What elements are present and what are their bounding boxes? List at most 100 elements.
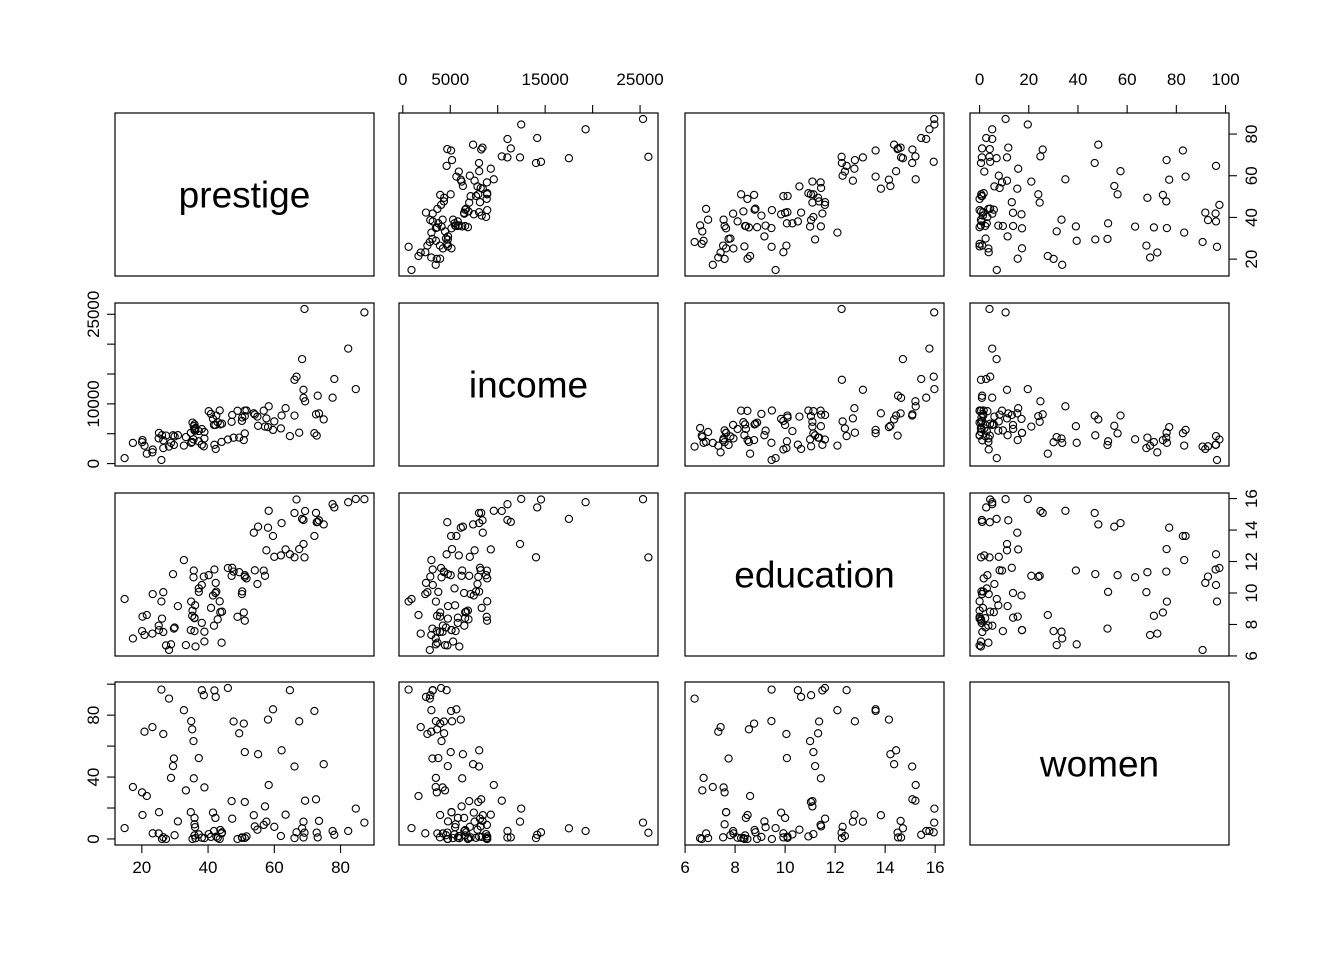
data-point: [1052, 640, 1061, 650]
data-point: [743, 254, 752, 263]
data-point: [313, 833, 322, 842]
data-point: [776, 808, 786, 817]
data-point: [481, 212, 491, 222]
data-point: [990, 412, 999, 421]
data-point: [169, 754, 179, 763]
data-point: [489, 175, 498, 184]
data-point: [486, 545, 495, 554]
data-point: [1052, 227, 1061, 236]
data-point: [1072, 236, 1081, 245]
data-point: [767, 834, 777, 844]
data-point: [771, 823, 780, 833]
data-point: [260, 802, 270, 811]
data-point: [240, 616, 249, 625]
data-point: [1153, 629, 1162, 638]
data-point: [461, 608, 470, 617]
data-point: [977, 515, 987, 525]
x-tick-label-education: 8: [730, 858, 739, 877]
data-point: [925, 125, 934, 134]
data-point: [795, 825, 804, 834]
data-point: [474, 587, 484, 596]
data-point: [157, 834, 167, 844]
data-point: [850, 155, 860, 165]
data-point: [451, 820, 460, 829]
data-point: [464, 833, 473, 843]
data-point: [1072, 438, 1081, 447]
panel-frame-income-vs-women: [969, 302, 1230, 467]
data-point: [299, 385, 308, 394]
data-point: [782, 437, 792, 446]
data-point: [985, 518, 994, 527]
data-point: [779, 833, 788, 842]
data-point: [268, 531, 278, 541]
data-point: [1002, 385, 1012, 394]
data-point: [1027, 422, 1036, 431]
data-point: [718, 833, 728, 842]
data-point: [984, 244, 993, 253]
data-point: [1142, 241, 1151, 250]
data-point: [300, 796, 310, 805]
data-point: [998, 626, 1008, 636]
data-point: [211, 578, 220, 588]
data-point: [173, 601, 183, 611]
data-point: [986, 372, 995, 381]
data-point: [470, 817, 479, 826]
data-point: [1071, 422, 1081, 431]
data-point: [451, 626, 460, 636]
data-point: [432, 725, 442, 734]
data-point: [1211, 209, 1220, 218]
data-point: [908, 158, 917, 168]
data-point: [290, 508, 299, 518]
data-point: [443, 518, 452, 527]
data-point: [757, 409, 766, 419]
data-point: [695, 423, 705, 433]
data-point: [452, 705, 461, 714]
data-point: [299, 539, 308, 549]
data-point: [311, 508, 321, 518]
data-point: [1017, 625, 1027, 635]
data-point: [159, 627, 168, 637]
data-point: [427, 228, 436, 237]
data-point: [690, 442, 699, 451]
data-point: [179, 441, 189, 450]
data-point: [805, 435, 815, 444]
x-tick-label-prestige: 20: [132, 858, 151, 877]
data-point: [985, 553, 994, 562]
data-point: [1061, 506, 1070, 515]
data-point: [457, 177, 466, 186]
data-point: [1203, 442, 1213, 451]
data-point: [253, 522, 263, 531]
data-point: [896, 393, 906, 402]
data-point: [871, 705, 880, 714]
data-point: [983, 407, 992, 416]
data-point: [818, 440, 827, 449]
data-point: [782, 729, 791, 739]
data-point: [428, 217, 437, 226]
data-point: [217, 828, 227, 837]
data-point: [416, 722, 425, 732]
data-point: [908, 762, 917, 771]
y-tick-label-women: 0: [84, 834, 103, 843]
data-point: [876, 811, 886, 820]
data-point: [216, 420, 225, 429]
data-point: [233, 406, 242, 415]
data-point: [979, 574, 988, 583]
data-point: [407, 265, 416, 275]
data-point: [235, 729, 244, 738]
data-point: [285, 686, 295, 695]
data-point: [876, 184, 886, 193]
data-point: [978, 603, 988, 613]
data-point: [432, 254, 441, 264]
data-point: [447, 717, 457, 726]
data-point: [446, 531, 456, 541]
data-point: [330, 374, 339, 384]
data-point: [988, 134, 997, 144]
data-point: [1149, 223, 1159, 232]
data-point: [154, 808, 164, 817]
data-point: [858, 817, 868, 826]
data-point: [976, 375, 986, 384]
data-point: [982, 374, 991, 384]
data-point: [891, 167, 901, 176]
data-point: [503, 153, 512, 162]
data-point: [482, 612, 491, 621]
